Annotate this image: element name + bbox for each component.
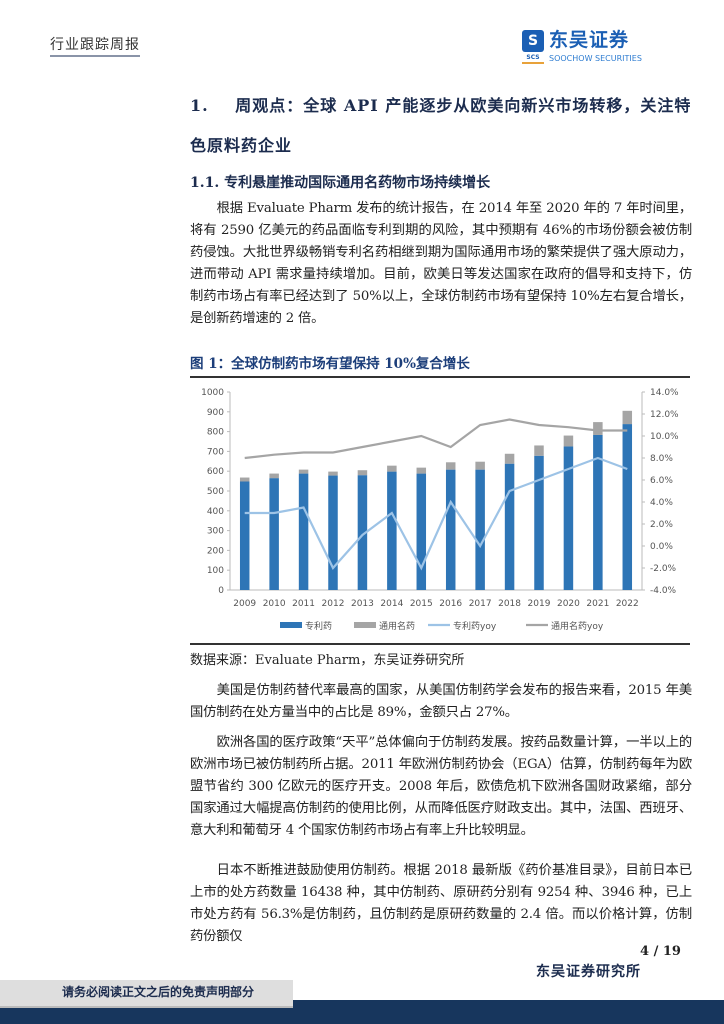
y2-tick-label: -4.0% — [650, 586, 677, 596]
bar-patent — [475, 469, 485, 590]
paragraph-3: 欧洲各国的医疗政策“天平”总体偏向于仿制药发展。按药品数量计算，一半以上的欧洲市… — [190, 735, 692, 838]
bar-patent — [593, 434, 603, 590]
bar-generic — [239, 477, 250, 482]
bar-generic — [475, 461, 485, 470]
figure-source: 数据来源：Evaluate Pharm，东吴证券研究所 — [190, 653, 465, 668]
y2-tick-label: 12.0% — [650, 410, 679, 420]
footer-org: 东吴证券研究所 — [536, 964, 641, 980]
y-tick-label: 100 — [207, 566, 224, 576]
bar-generic — [387, 465, 397, 472]
paragraph-2: 美国是仿制药替代率最高的国家，从美国仿制药学会发布的报告来看，2015 年美国仿… — [190, 683, 692, 720]
bar-patent — [298, 473, 309, 590]
bar-patent — [387, 471, 397, 590]
y-tick-label: 600 — [207, 467, 224, 477]
y2-tick-label: 4.0% — [650, 498, 673, 508]
bar-patent — [357, 475, 368, 590]
y2-tick-label: 6.0% — [650, 476, 673, 486]
bar-patent — [504, 463, 515, 590]
x-tick-label: 2022 — [616, 599, 639, 609]
y2-tick-label: 10.0% — [650, 432, 679, 442]
legend-swatch — [354, 622, 376, 628]
footer-disclaimer-box — [0, 980, 293, 1008]
bar-patent — [416, 473, 427, 590]
bar-patent — [328, 475, 338, 590]
y2-tick-label: 8.0% — [650, 454, 673, 464]
y2-tick-label: 14.0% — [650, 388, 679, 398]
bar-generic — [298, 469, 309, 474]
report-type: 行业跟踪周报 — [50, 34, 140, 57]
subsection-heading: 1.1. 专利悬崖推动国际通用名药物市场持续增长 — [190, 175, 491, 191]
bar-patent — [563, 446, 574, 590]
x-tick-label: 2013 — [351, 599, 374, 609]
x-tick-label: 2016 — [439, 599, 462, 609]
section-title-line2: 色原料药企业 — [190, 136, 293, 155]
legend-label: 专利药yoy — [453, 620, 497, 632]
x-tick-label: 2009 — [233, 599, 256, 609]
logo-en: SOOCHOW SECURITIES — [549, 54, 642, 63]
y-tick-label: 300 — [207, 527, 224, 537]
y2-tick-label: -2.0% — [650, 564, 677, 574]
section-heading: 1. 周观点：全球 API 产能逐步从欧美向新兴市场转移，关注特 — [190, 96, 691, 116]
bar-generic — [416, 467, 427, 474]
figure-title: 图 1：全球仿制药市场有望保持 10%复合增长 — [190, 356, 470, 372]
x-tick-label: 2010 — [263, 599, 286, 609]
bar-patent — [239, 481, 250, 590]
y-tick-label: 1000 — [201, 388, 224, 398]
bar-patent — [534, 455, 544, 590]
bar-generic — [593, 422, 603, 435]
legend-label: 专利药 — [305, 620, 332, 632]
bar-generic — [269, 473, 279, 479]
bar-generic — [563, 435, 574, 447]
legend-swatch — [280, 622, 302, 628]
company-logo: S SCS 东吴证券 SOOCHOW SECURITIES — [522, 29, 672, 66]
y-tick-label: 200 — [207, 546, 224, 556]
line-generic-yoy — [244, 418, 628, 460]
divider — [190, 376, 690, 378]
x-tick-label: 2017 — [469, 599, 492, 609]
y-tick-label: 800 — [207, 428, 224, 438]
legend-label: 通用名药 — [379, 620, 415, 632]
x-tick-label: 2015 — [410, 599, 433, 609]
section-number: 1. — [190, 96, 209, 115]
x-tick-label: 2020 — [557, 599, 580, 609]
logo-mark-icon: S — [522, 30, 544, 52]
bar-patent — [269, 478, 279, 590]
bar-generic — [357, 470, 368, 476]
bar-generic — [445, 462, 456, 470]
y-tick-label: 700 — [207, 447, 224, 457]
line-patent-yoy — [244, 456, 628, 571]
bar-generic — [534, 445, 544, 456]
logo-cn: 东吴证券 — [549, 29, 630, 51]
y2-tick-label: 2.0% — [650, 520, 673, 530]
y-tick-label: 0 — [218, 586, 224, 596]
x-tick-label: 2021 — [586, 599, 609, 609]
x-tick-label: 2018 — [498, 599, 521, 609]
y-tick-label: 500 — [207, 487, 224, 497]
page-number: 4 / 19 — [640, 944, 681, 959]
x-tick-label: 2014 — [380, 599, 403, 609]
x-tick-label: 2012 — [322, 599, 345, 609]
bar-patent — [622, 424, 633, 590]
bar-patent — [445, 469, 456, 590]
chart: 0 100 200 300 400 500 600 700 800 900 1000 -4.0% -2.… — [201, 388, 679, 632]
legend-label: 通用名药yoy — [551, 620, 604, 632]
divider — [190, 643, 690, 645]
logo-abbr: SCS — [522, 54, 544, 64]
paragraph-4: 日本不断推进鼓励使用仿制药。根据 2018 最新版《药价基准目录》，目前日本已上… — [190, 863, 692, 944]
bar-generic — [504, 453, 515, 464]
y-tick-label: 400 — [207, 507, 224, 517]
y2-tick-label: 0.0% — [650, 542, 673, 552]
x-tick-label: 2011 — [292, 599, 315, 609]
bar-generic — [328, 471, 338, 476]
y-tick-label: 900 — [207, 408, 224, 418]
footer-disclaimer: 请务必阅读正文之后的免责声明部分 — [62, 985, 255, 999]
paragraph-1: 根据 Evaluate Pharm 发布的统计报告，在 2014 年至 2020… — [190, 201, 692, 326]
x-tick-label: 2019 — [528, 599, 551, 609]
bar-generic — [622, 410, 633, 425]
section-title-line1: 周观点：全球 API 产能逐步从欧美向新兴市场转移，关注特 — [235, 96, 692, 115]
